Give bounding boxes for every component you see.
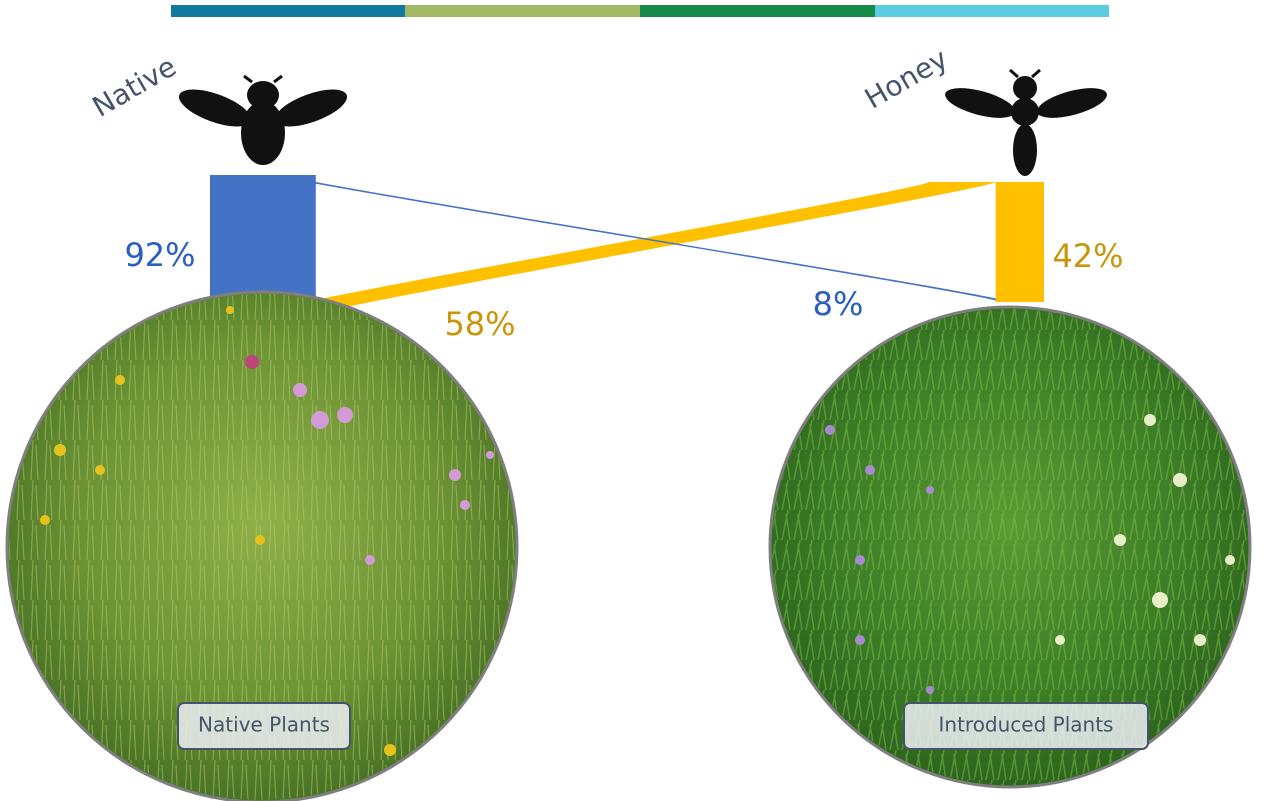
- flow-labels: 92% 8% 58% 42%: [124, 236, 1123, 343]
- flows: [210, 175, 1044, 312]
- introduced-plants-photo: [768, 305, 1252, 789]
- plant-label-box: Introduced Plants: [903, 702, 1149, 750]
- flow-label: 58%: [444, 305, 515, 343]
- flow: [995, 182, 1044, 302]
- bee-label: Native: [87, 50, 182, 124]
- honey-bee-icon: [945, 68, 1107, 176]
- native-plants-photo: [5, 290, 519, 801]
- flow: [262, 182, 996, 312]
- bee-label: Honey: [859, 42, 953, 115]
- plant-label-box: Native Plants: [177, 702, 351, 750]
- plant-label: Introduced Plants: [939, 713, 1114, 737]
- flow-label: 42%: [1052, 237, 1123, 275]
- flow-label: 92%: [124, 236, 195, 274]
- flow-label: 8%: [813, 285, 864, 323]
- flow: [210, 175, 316, 302]
- plant-label: Native Plants: [198, 713, 330, 737]
- native-bee-icon: [178, 74, 348, 165]
- header-bar: [171, 5, 1109, 17]
- flow: [275, 175, 1010, 302]
